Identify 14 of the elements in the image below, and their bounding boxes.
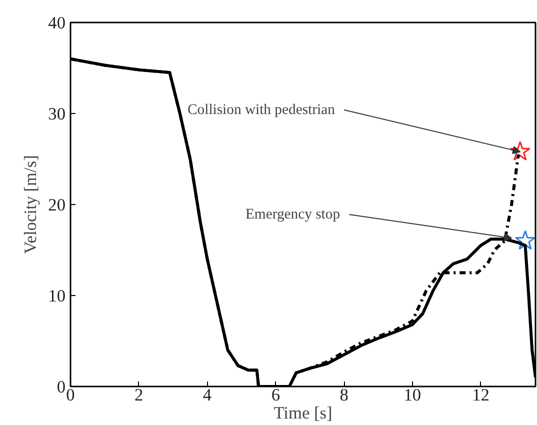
x-tick-label: 6: [271, 386, 280, 404]
x-tick-label: 2: [134, 386, 144, 404]
x-tick-label: 8: [340, 386, 348, 404]
annotation: Emergency stop: [245, 206, 340, 223]
x-axis-title: Time [s]: [274, 404, 332, 422]
y-tick-label: 40: [48, 14, 66, 32]
y-tick-label: 20: [48, 196, 66, 214]
x-tick-label: 4: [202, 386, 212, 404]
y-tick-label: 10: [48, 286, 66, 306]
annotation: Collision with pedestrian: [188, 102, 336, 118]
y-tick-label: 30: [48, 104, 66, 124]
y-axis-title: Velocity [m/s]: [21, 155, 40, 254]
x-tick-label: 10: [404, 386, 422, 404]
x-tick-label: 12: [472, 386, 490, 404]
